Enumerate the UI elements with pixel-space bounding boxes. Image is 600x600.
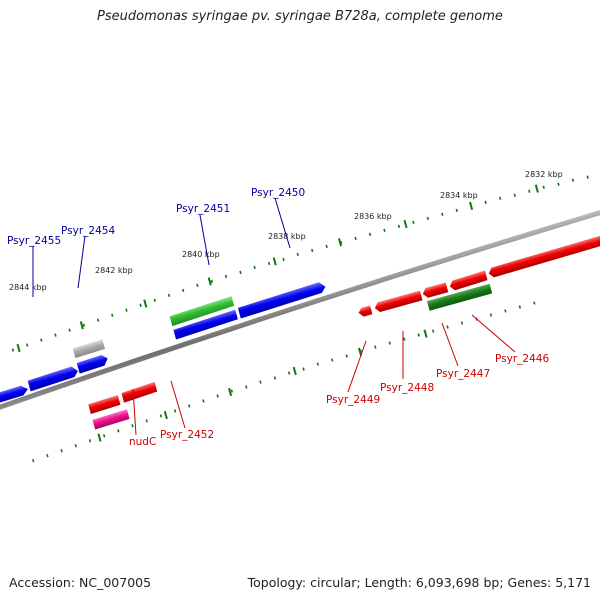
topology-text: Topology: circular; Length: 6,093,698 bp… bbox=[247, 575, 591, 590]
gene-psyr-2455[interactable] bbox=[27, 365, 80, 392]
outer-major-ticks bbox=[16, 184, 539, 353]
gene-psyr-2447-green[interactable] bbox=[426, 283, 493, 311]
gene-label[interactable]: Psyr_2455 bbox=[7, 235, 61, 247]
gene-psyr-2448[interactable] bbox=[374, 290, 423, 313]
genome-backbone bbox=[0, 179, 600, 444]
figure-title: Pseudomonas syringae pv. syringae B728a,… bbox=[97, 9, 503, 24]
gene-psyr-2456[interactable] bbox=[0, 384, 29, 407]
scale-label: 2832 kbp bbox=[525, 170, 563, 179]
gene-psyr-2446a[interactable] bbox=[448, 270, 488, 292]
gene-label[interactable]: Psyr_2446 bbox=[495, 353, 549, 365]
leader-lines-reverse bbox=[132, 314, 516, 436]
gene-psyr-2452[interactable] bbox=[121, 381, 158, 403]
inner-major-ticks bbox=[97, 329, 428, 442]
gene-psyr-2447[interactable] bbox=[422, 282, 449, 298]
gene-psyr-2451-green[interactable] bbox=[169, 296, 235, 327]
gene-psyr-2454-pseudo[interactable] bbox=[72, 339, 105, 359]
gene-psyr-2449[interactable] bbox=[357, 305, 373, 317]
scale-label: 2844 kbp bbox=[9, 283, 47, 292]
gene-psyr-2454[interactable] bbox=[76, 354, 109, 374]
accession-text: Accession: NC_007005 bbox=[9, 575, 152, 590]
gene-label[interactable]: Psyr_2451 bbox=[176, 203, 230, 215]
leader-lines-forward bbox=[32, 197, 291, 297]
gene-psyr-2446[interactable] bbox=[487, 229, 600, 278]
reverse-genes bbox=[88, 229, 600, 430]
gene-psyr-2453[interactable] bbox=[88, 395, 121, 415]
gene-label[interactable]: Psyr_2452 bbox=[160, 429, 214, 441]
scale-label: 2836 kbp bbox=[354, 212, 392, 221]
scale-label: 2834 kbp bbox=[440, 191, 478, 200]
gene-label[interactable]: Psyr_2450 bbox=[251, 187, 305, 199]
scale-label: 2842 kbp bbox=[95, 266, 133, 275]
gene-label[interactable]: Psyr_2449 bbox=[326, 394, 380, 406]
gene-label[interactable]: Psyr_2454 bbox=[61, 225, 115, 237]
gene-psyr-2450[interactable] bbox=[237, 281, 327, 319]
forward-genes bbox=[0, 281, 327, 407]
scale-label: 2840 kbp bbox=[182, 250, 220, 259]
gene-label[interactable]: Psyr_2447 bbox=[436, 368, 490, 380]
gene-labels-reverse: nudC Psyr_2452 Psyr_2449 Psyr_2448 Psyr_… bbox=[129, 353, 549, 448]
gene-psyr-2451[interactable] bbox=[173, 309, 239, 340]
gene-label[interactable]: Psyr_2448 bbox=[380, 382, 434, 394]
gene-label[interactable]: nudC bbox=[129, 436, 156, 448]
outer-scale-ticks bbox=[11, 175, 589, 352]
gene-nudc[interactable] bbox=[92, 409, 130, 430]
gene-labels-forward: Psyr_2455 Psyr_2454 Psyr_2451 Psyr_2450 bbox=[7, 187, 305, 247]
inner-scale-ticks bbox=[32, 301, 536, 463]
